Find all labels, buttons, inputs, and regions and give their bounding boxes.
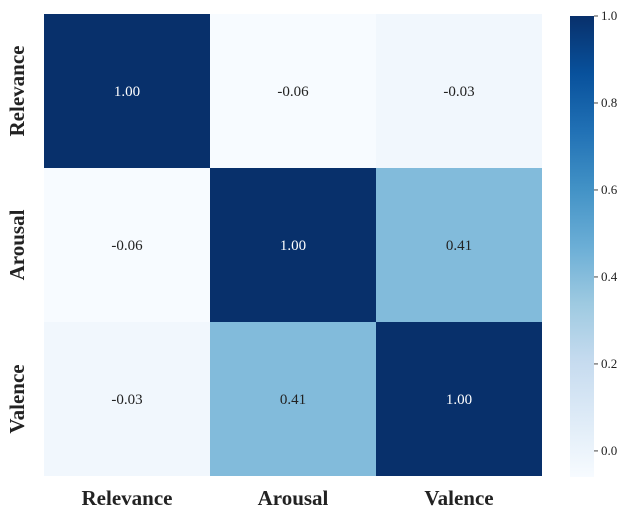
cell-value-label: -0.03 [111,392,142,408]
heatmap-cell [44,14,210,168]
x-tick-label: Arousal [258,486,329,510]
colorbar-tick-label: 1.0 [601,8,617,23]
heatmap-cell [44,322,210,476]
x-tick-label: Relevance [82,486,173,510]
colorbar-ticks: 0.0 0.2 0.4 0.6 0.8 1.0 [594,8,618,458]
heatmap-cells [44,14,542,476]
cell-value-label: -0.06 [277,84,309,100]
colorbar-gradient [570,16,594,477]
y-tick-label: Relevance [5,46,29,137]
heatmap-cell [44,168,210,322]
heatmap-cell [376,168,542,322]
cell-value-label: 0.41 [280,392,306,408]
y-tick-label: Valence [5,364,29,433]
colorbar-tick-label: 0.4 [601,269,618,284]
heatmap-cell [376,322,542,476]
heatmap-cell [210,14,376,168]
colorbar: 0.0 0.2 0.4 0.6 0.8 1.0 [570,8,618,477]
cell-value-label: 1.00 [280,238,306,254]
cell-value-label: -0.03 [443,84,474,100]
x-tick-label: Valence [424,486,493,510]
colorbar-tick-label: 0.0 [601,443,617,458]
colorbar-tick-label: 0.8 [601,95,617,110]
heatmap-cell-labels: 1.00 -0.06 -0.03 -0.06 1.00 0.41 -0.03 0.41 1.00 [111,84,474,408]
y-axis-labels: Relevance Arousal Valence [5,46,29,434]
heatmap-cell [210,322,376,476]
cell-value-label: 1.00 [446,392,472,408]
heatmap-cell [376,14,542,168]
x-axis-labels: Relevance Arousal Valence [82,486,494,510]
heatmap-cell [210,168,376,322]
cell-value-label: 1.00 [114,84,140,100]
cell-value-label: 0.41 [446,238,472,254]
y-tick-label: Arousal [5,209,29,280]
colorbar-tick-label: 0.2 [601,356,617,371]
cell-value-label: -0.06 [111,238,143,254]
colorbar-tick-label: 0.6 [601,182,618,197]
